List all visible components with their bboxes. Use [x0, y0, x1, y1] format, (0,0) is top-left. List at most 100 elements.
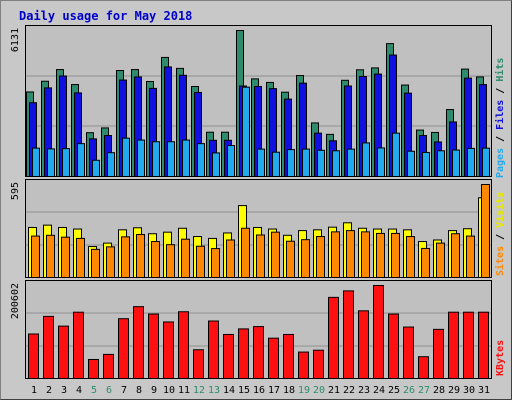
bar-sites-day-21: [331, 231, 340, 278]
x-tick-label-day-18: 18: [283, 385, 295, 396]
bar-kbytes-day-18: [283, 333, 294, 380]
bar-pages-day-17: [272, 151, 280, 178]
bar-sites-day-28: [436, 242, 445, 279]
x-tick-label-day-21: 21: [328, 385, 340, 396]
bar-kbytes-day-25: [388, 313, 399, 379]
x-tick-label-day-11: 11: [178, 385, 190, 396]
bar-kbytes-day-8: [133, 306, 144, 379]
bar-kbytes-day-21: [328, 296, 339, 379]
bar-kbytes-day-15: [238, 328, 249, 380]
panel-kbytes-ymax-label: 200602: [10, 283, 21, 319]
bar-sites-day-4: [76, 237, 85, 278]
panel-visits-ymax-label: 595: [10, 182, 21, 200]
legend-separator: /: [495, 130, 506, 148]
x-tick-label-day-20: 20: [313, 385, 325, 396]
bar-kbytes-day-31: [478, 311, 489, 380]
legend-pages: Pages: [495, 148, 506, 178]
bar-sites-day-27: [421, 247, 430, 279]
bar-pages-day-7: [122, 137, 130, 177]
x-axis-day-labels: 1 2 3 4 5 6 7 8 9 10 11 12 13 14 15 16 17 18 19 20 21 22 23 24 2…: [31, 385, 490, 396]
bar-pages-day-11: [182, 139, 190, 178]
bar-pages-day-31: [482, 147, 490, 178]
bar-kbytes-day-4: [73, 311, 84, 380]
bar-sites-day-1: [31, 235, 40, 279]
bar-kbytes-day-13: [208, 320, 219, 379]
bar-pages-day-4: [77, 143, 85, 177]
bar-pages-day-18: [287, 149, 295, 178]
bar-pages-day-20: [317, 149, 325, 177]
bar-sites-day-9: [151, 241, 160, 278]
bar-pages-day-27: [422, 151, 430, 177]
panel-visits-bars: [28, 184, 490, 279]
x-tick-label-day-13: 13: [208, 385, 220, 396]
bar-kbytes-day-29: [448, 311, 459, 380]
bar-sites-day-19: [301, 239, 310, 278]
bar-sites-day-16: [256, 234, 265, 279]
x-tick-label-day-23: 23: [358, 385, 370, 396]
legend-kbytes: KBytes: [495, 340, 506, 376]
bar-pages-day-25: [392, 132, 400, 177]
x-tick-label-day-24: 24: [373, 385, 385, 396]
bar-sites-day-11: [181, 238, 190, 279]
bar-pages-day-14: [227, 145, 235, 178]
bar-sites-day-5: [91, 248, 100, 278]
bar-sites-day-29: [451, 233, 460, 278]
bar-sites-day-17: [271, 231, 280, 279]
bar-kbytes-day-1: [28, 333, 39, 379]
legend-hits: Hits: [494, 58, 506, 82]
bar-sites-day-15: [241, 227, 250, 279]
bar-sites-day-8: [136, 234, 145, 278]
bar-sites-day-26: [406, 236, 415, 278]
panel-kbytes-bars: [28, 285, 489, 380]
x-tick-label-day-31: 31: [478, 385, 490, 396]
x-tick-label-day-30: 30: [463, 385, 475, 396]
bar-sites-day-25: [391, 232, 400, 278]
legend-separator: /: [495, 228, 506, 246]
bar-kbytes-day-12: [193, 349, 204, 380]
bar-sites-day-2: [46, 234, 55, 279]
bar-pages-day-21: [332, 150, 340, 178]
bar-sites-day-3: [61, 236, 70, 278]
bar-sites-day-24: [376, 232, 385, 278]
bar-pages-day-3: [62, 148, 70, 178]
bar-sites-day-14: [226, 239, 235, 278]
bar-sites-day-10: [166, 244, 175, 278]
x-tick-label-day-25: 25: [388, 385, 400, 396]
bar-kbytes-day-20: [313, 349, 324, 379]
x-tick-label-day-8: 8: [136, 385, 142, 396]
bar-kbytes-day-19: [298, 351, 309, 380]
legend-files: Files: [494, 100, 506, 130]
bar-kbytes-day-11: [178, 311, 189, 379]
panel-hits-bars: [26, 30, 490, 178]
x-tick-label-day-12: 12: [193, 385, 205, 396]
x-tick-label-day-4: 4: [76, 385, 82, 396]
bar-pages-day-9: [152, 141, 160, 177]
bar-pages-day-8: [137, 139, 145, 178]
x-tick-label-day-17: 17: [268, 385, 280, 396]
bar-sites-day-31: [481, 184, 490, 278]
bar-pages-day-6: [107, 152, 115, 178]
bar-pages-day-28: [437, 150, 445, 178]
chart-title: Daily usage for May 2018: [19, 9, 192, 23]
bar-kbytes-day-17: [268, 337, 279, 380]
bar-pages-day-19: [302, 148, 310, 177]
bar-kbytes-day-5: [88, 358, 99, 380]
x-tick-label-day-29: 29: [448, 385, 460, 396]
bar-kbytes-day-27: [418, 356, 429, 379]
legend-separator: /: [495, 82, 506, 100]
x-tick-label-day-14: 14: [223, 385, 235, 396]
bar-sites-day-6: [106, 246, 115, 278]
bar-sites-day-7: [121, 236, 130, 278]
bar-sites-day-13: [211, 248, 220, 278]
bar-sites-day-30: [466, 235, 475, 279]
x-tick-label-day-15: 15: [238, 385, 250, 396]
x-tick-label-day-6: 6: [106, 385, 112, 396]
bar-sites-day-23: [361, 231, 370, 278]
legend-sites: Sites: [494, 246, 506, 276]
bar-sites-day-22: [346, 230, 355, 278]
x-tick-label-day-3: 3: [61, 385, 67, 396]
bar-pages-day-5: [92, 159, 100, 178]
bar-sites-day-12: [196, 245, 205, 279]
panel-hits-ymax-label: 6131: [10, 28, 21, 52]
